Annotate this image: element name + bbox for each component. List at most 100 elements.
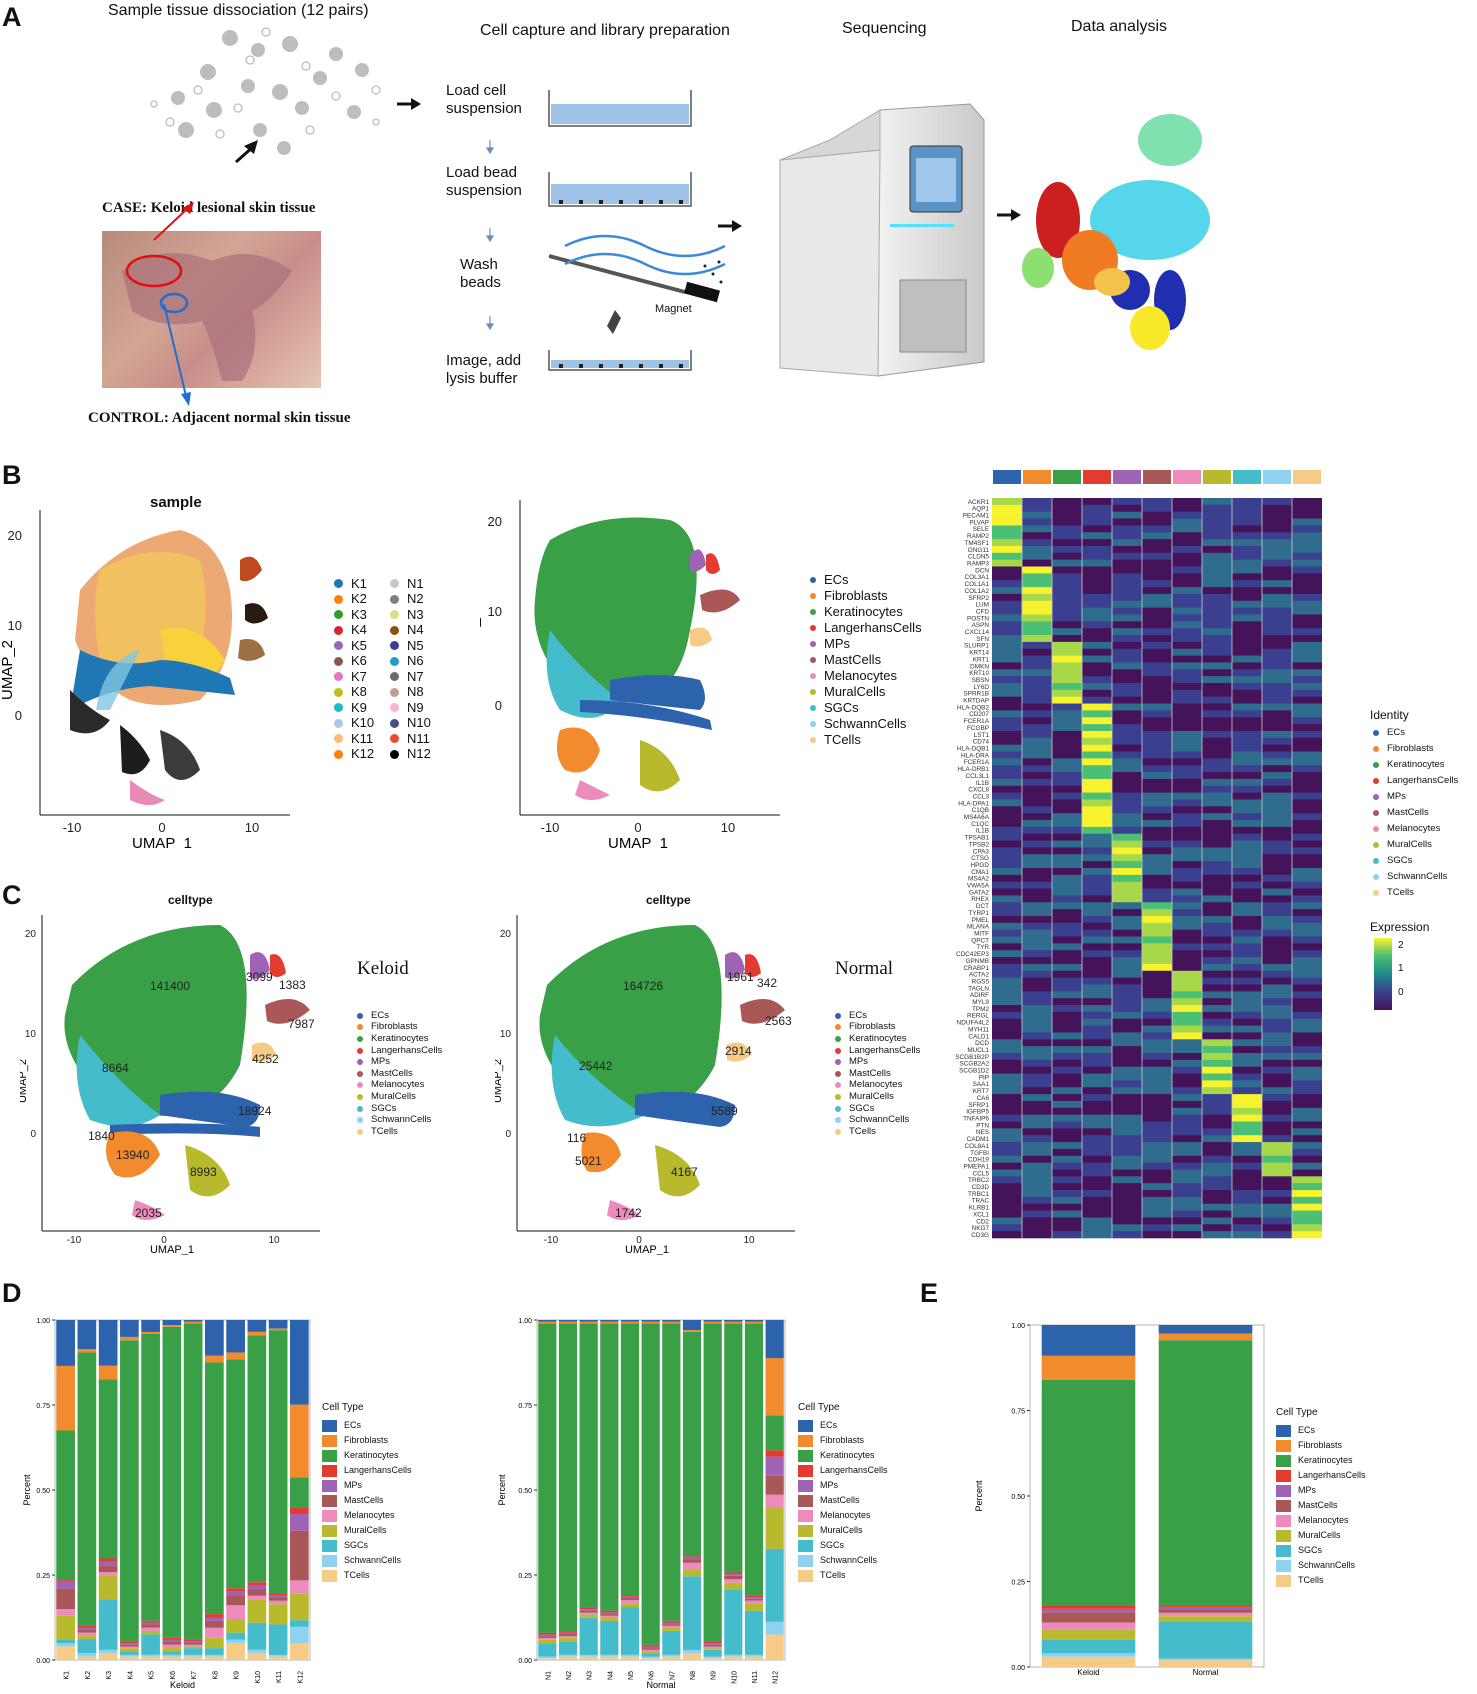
heatmap-cell [1262,683,1292,691]
heatmap-cell [1292,566,1322,574]
heatmap-cell [1082,957,1112,965]
heatmap-cell [1052,751,1082,759]
heatmap-cell [1082,1018,1112,1026]
bar-segment-mastcells [641,1648,660,1650]
heatmap-cell [1232,840,1262,848]
heatmap-cell [1232,1231,1262,1239]
heatmap-cell [1292,1053,1322,1061]
heatmap-gene-label: RAMP3 [967,560,989,567]
heatmap-cell [1082,854,1112,862]
bar-segment-sgcs [765,1548,784,1622]
heatmap-cell [1142,518,1172,526]
legend-label: MuralCells [824,684,886,699]
heatmap-cell [992,1018,1022,1026]
heatmap-cell [1082,1066,1112,1074]
y-tick-label: 0.50 [518,1488,532,1495]
heatmap-cell [1142,785,1172,793]
bar-segment-fibroblasts [120,1336,139,1341]
heatmap-cell [1112,915,1142,924]
legend-label: K4 [351,622,367,638]
heatmap-cell [1202,984,1232,992]
heatmap-cell [1022,1080,1052,1088]
heatmap-cell [1112,1011,1142,1020]
bar-segment-fibroblasts [77,1349,97,1353]
heatmap-cell [1052,717,1082,725]
heatmap-cell [992,1190,1022,1198]
heatmap-cell [1142,607,1172,615]
heatmap-cell [1052,991,1082,999]
heatmap-cell [1202,799,1232,807]
heatmap-cell [1112,552,1142,560]
heatmap-cell [992,662,1022,670]
heatmap-cell [1052,710,1082,718]
heatmap-cell [1082,683,1112,691]
heatmap-cell [1052,607,1082,615]
bar-segment-schwanncells [579,1654,598,1657]
heatmap-cell [1052,1135,1082,1143]
heatmap-cell [1202,703,1232,711]
y-axis-label: Percent [974,1480,984,1512]
heatmap-cell [992,744,1022,752]
keloid-legend-item-tcells: TCells [357,1126,442,1138]
heatmap-cell [1022,799,1052,807]
heatmap-cell [992,676,1022,684]
heatmap-cell [992,593,1022,602]
heatmap-cell [1232,545,1262,554]
bar-segment-langerhanscells [77,1625,97,1628]
heatmap-cell [1082,545,1112,554]
heatmap-cell [1292,1005,1322,1013]
heatmap-gene-label: CD74 [973,739,990,746]
bar-segment-ecs [724,1320,743,1322]
legend-swatch [835,1059,841,1066]
heatmap-cell [1232,936,1262,944]
heatmap-cell [1202,628,1232,636]
heatmap-cell [1232,1224,1262,1232]
legend-label: LangerhansCells [820,1465,888,1475]
heatmap-cell [1172,902,1202,910]
heatmap-gene-label: GATA2 [969,889,989,896]
heatmap-cell [1232,1162,1262,1170]
bar-segment-ecs [579,1320,598,1322]
x-tick-label: K7 [191,1671,198,1680]
heatmap-cell [1202,1073,1232,1081]
heatmap-gene-label: KRT1 [973,656,990,663]
expression-legend-title: Expression [1370,920,1430,934]
heatmap-cell [1052,957,1082,965]
heatmap-cell [1082,614,1112,622]
c-x-axis-label: UMAP_1 [150,1244,194,1255]
heatmap-cell [1112,820,1142,828]
heatmap-cell [1292,929,1322,937]
heatmap-cell [1052,676,1082,684]
heatmap-cell [1082,710,1112,718]
legend-label: MastCells [1387,807,1429,818]
heatmap-cell [1022,532,1052,540]
bar-segment-fibroblasts [579,1321,598,1324]
heatmap-cell [1202,1066,1232,1074]
heatmap-gene-label: RGS5 [972,978,990,985]
heatmap-cell [1082,559,1112,567]
heatmap-cell [1142,915,1172,924]
legend-label: SchwannCells [849,1114,910,1126]
heatmap-cell [992,1059,1022,1068]
heatmap-cell [1172,628,1202,636]
heatmap-cell [1172,963,1202,972]
sample-legend-item-n12: N12 [390,746,431,763]
heatmap-cell [1292,580,1322,588]
heatmap-cell [1082,1046,1112,1054]
heatmap-cell [1052,566,1082,574]
heatmap-cell [1022,881,1052,889]
heatmap-cell [1172,1217,1202,1225]
heatmap-cell [1202,1080,1232,1088]
heatmap-gene-label: TPSAB1 [964,835,989,842]
legend-dot [390,734,399,744]
heatmap-cell [1052,874,1082,883]
bar-segment-fibroblasts [247,1331,267,1336]
step2-title: Cell capture and library preparation [480,22,730,39]
heatmap-cell [1022,566,1052,574]
bar-segment-sgcs [682,1576,702,1650]
bar-segment-tcells [620,1656,640,1660]
heatmap-cell [1172,1196,1202,1205]
heatmap-cell [1022,573,1052,581]
heatmap-cell [1172,1135,1202,1143]
heatmap-cell [1022,833,1052,841]
